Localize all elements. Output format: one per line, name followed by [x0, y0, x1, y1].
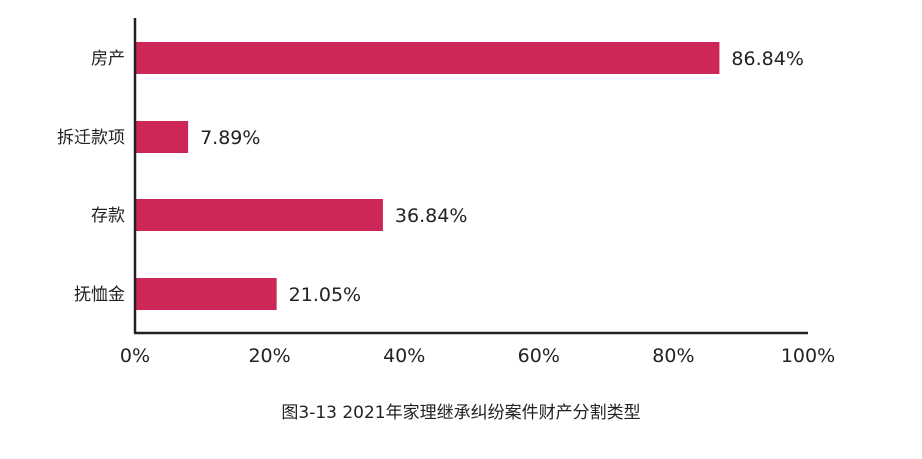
x-tick-label: 40%	[383, 345, 425, 367]
bar	[135, 199, 383, 231]
category-label: 房产	[91, 49, 125, 69]
value-label: 21.05%	[289, 284, 361, 306]
bar	[135, 278, 277, 310]
x-tick-label: 80%	[652, 345, 694, 367]
value-label: 36.84%	[395, 205, 467, 227]
category-label: 拆迁款项	[57, 128, 125, 148]
bars-layer	[135, 42, 720, 310]
category-label: 存款	[91, 206, 125, 226]
value-label: 7.89%	[200, 127, 260, 149]
category-label: 抚恤金	[74, 285, 125, 305]
x-tick-labels: 0% 20% 40% 60% 80% 100%	[120, 345, 835, 367]
x-tick-label: 0%	[120, 345, 150, 367]
bar	[135, 42, 720, 74]
x-tick-label: 20%	[248, 345, 290, 367]
value-label: 86.84%	[731, 48, 803, 70]
x-tick-label: 60%	[518, 345, 560, 367]
x-tick-label: 100%	[781, 345, 835, 367]
chart-caption: 图3-13 2021年家理继承纠纷案件财产分割类型	[281, 403, 640, 423]
value-labels: 86.84% 7.89% 36.84% 21.05%	[200, 48, 804, 306]
bar	[135, 121, 189, 153]
